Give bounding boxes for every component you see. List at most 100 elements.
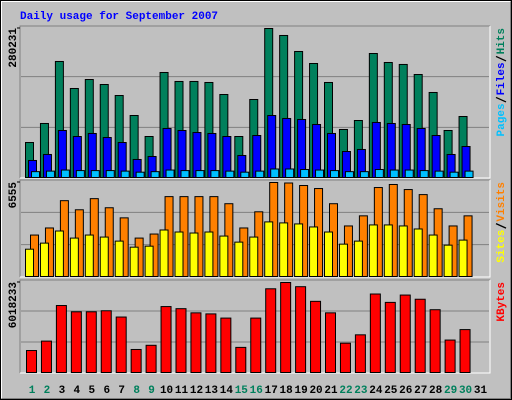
bar [312,123,322,178]
y-tick-group: 6018233 [8,282,20,329]
x-tick-label: 9 [148,385,155,397]
bar [280,282,292,373]
bar [175,308,187,373]
bar [189,232,199,278]
bar [220,317,232,373]
x-tick-label: 18 [280,385,294,397]
bar [267,115,277,178]
x-tick-label: 11 [175,385,189,397]
x-tick-label: 21 [324,385,338,397]
x-tick-label: 2 [44,385,51,397]
bar [339,342,351,374]
x-tick-label: 6 [103,385,110,397]
bar [249,236,259,277]
bar [55,305,67,373]
x-tick-label: 26 [399,385,412,397]
x-tick-label: 15 [235,385,249,397]
x-tick-label: 5 [88,385,95,397]
bar [270,168,280,179]
bar [225,170,235,179]
legend: Pages Files Hits [495,28,508,136]
legend-separator [495,223,507,229]
x-tick-label: 13 [205,385,219,397]
bar [25,248,34,277]
bar [75,170,85,178]
bar [31,171,40,179]
bar [159,229,169,277]
bar [69,237,79,278]
bar [444,339,456,374]
bar [428,234,438,277]
x-tick-label: 29 [444,385,457,397]
plot-border-light [20,26,491,179]
bar [190,312,202,373]
bar [99,236,109,277]
bar [353,240,363,277]
x-tick-label: 28 [429,385,443,397]
x-tick-label: 31 [474,385,488,397]
bar [84,234,94,277]
bar [174,231,184,278]
bar [219,235,229,277]
x-tick-label: 24 [369,385,383,397]
x-tick-label: 17 [265,385,278,397]
x-tick-label: 14 [220,385,234,397]
bar [205,313,217,374]
bar [401,123,411,178]
bar [384,301,396,374]
bar [54,230,64,277]
bar [325,312,336,373]
bar [204,231,214,278]
bar [386,122,396,178]
bar [285,168,295,179]
bar [404,169,414,178]
bar [150,171,160,179]
x-tick-label: 7 [118,385,125,397]
bar [160,306,172,373]
bar [255,170,265,179]
bar [115,316,127,374]
legend-separator [495,96,507,103]
x-tick-label: 27 [414,385,427,397]
bar [399,294,411,373]
bar [40,340,52,373]
legend-label: Files [496,62,508,95]
x-tick-label: 10 [160,385,173,397]
bar [449,171,459,178]
legend-label: Visits [496,182,508,222]
bar [383,224,393,277]
bar [85,311,97,373]
bar [459,329,471,373]
legend-label: Sites [496,230,508,263]
bar [359,171,369,179]
bar [129,246,139,278]
legend-label: KBytes [496,282,508,322]
y-tick-group: 6555 [8,182,20,209]
legend-label: Pages [496,103,508,136]
x-tick-label: 16 [250,385,263,397]
bar [26,350,37,373]
x-tick-label: 20 [309,385,322,397]
bar [294,223,304,277]
legend-label: Hits [496,28,508,54]
bar [130,348,142,373]
bar [419,170,429,178]
x-tick-label: 3 [59,385,66,397]
bar [354,334,366,373]
bar [135,171,145,178]
x-tick-label: 8 [133,385,140,397]
bar [309,226,319,278]
bar [330,170,339,178]
bar [90,170,100,178]
bar [145,344,157,374]
bar [297,118,307,179]
plot-border-dark [19,25,490,178]
bar [114,240,124,277]
bar [434,170,444,179]
bar [210,170,220,178]
bar [250,317,262,373]
